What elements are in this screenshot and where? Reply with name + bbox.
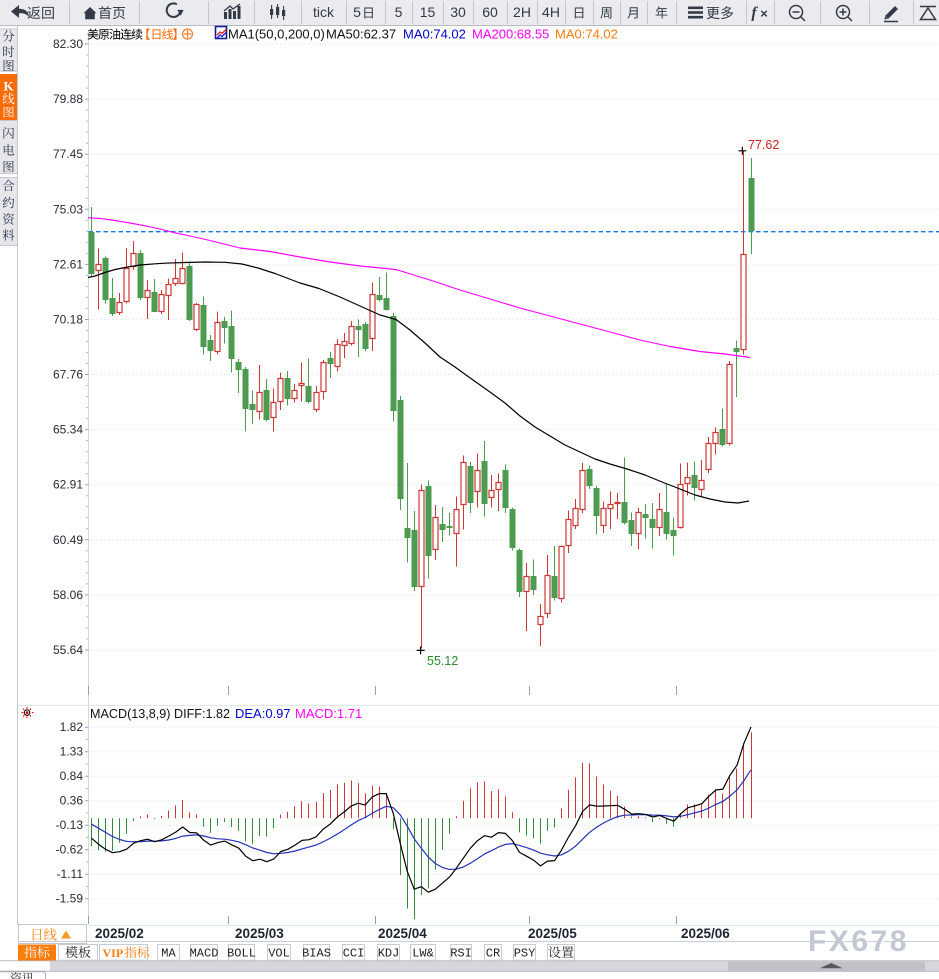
- svg-text:LW&: LW&: [412, 947, 434, 961]
- svg-text:-0.13: -0.13: [56, 818, 84, 832]
- svg-text:2025/02: 2025/02: [95, 926, 144, 941]
- svg-text:KDJ: KDJ: [378, 947, 400, 961]
- svg-text:VIP: VIP: [103, 946, 124, 960]
- svg-text:MA: MA: [161, 947, 176, 961]
- svg-text:FX678: FX678: [810, 927, 911, 960]
- svg-text:30: 30: [450, 4, 466, 20]
- svg-text:MACD:1.71: MACD:1.71: [295, 706, 362, 721]
- svg-text:2025/03: 2025/03: [235, 926, 284, 941]
- svg-text:MACD: MACD: [190, 947, 219, 961]
- svg-text:2025/06: 2025/06: [681, 926, 730, 941]
- svg-text:82.30: 82.30: [53, 37, 83, 51]
- svg-text:MACD(13,8,9) DIFF:1.82: MACD(13,8,9) DIFF:1.82: [90, 707, 230, 721]
- svg-text:0.84: 0.84: [60, 769, 84, 783]
- svg-text:2H: 2H: [513, 4, 531, 20]
- svg-text:MA0:74.02: MA0:74.02: [403, 27, 466, 42]
- svg-text:MA0:74.02: MA0:74.02: [555, 27, 618, 42]
- svg-text:4H: 4H: [542, 4, 560, 20]
- svg-text:77.45: 77.45: [53, 147, 83, 161]
- svg-text:67.76: 67.76: [53, 368, 83, 382]
- svg-text:FX678: FX678: [808, 925, 909, 958]
- svg-text:55.12: 55.12: [427, 654, 458, 668]
- svg-text:MA200:68.55: MA200:68.55: [472, 27, 549, 42]
- svg-text:70.18: 70.18: [53, 313, 83, 327]
- svg-text:79.88: 79.88: [53, 92, 83, 106]
- svg-text:1.82: 1.82: [60, 720, 84, 734]
- svg-text:RSI: RSI: [450, 947, 472, 961]
- svg-text:CCI: CCI: [343, 947, 365, 961]
- svg-text:×: ×: [760, 6, 768, 21]
- svg-text:BOLL: BOLL: [227, 947, 256, 961]
- svg-text:2025/05: 2025/05: [528, 926, 577, 941]
- svg-text:77.62: 77.62: [748, 138, 779, 152]
- svg-text:MA1(50,0,200,0): MA1(50,0,200,0): [228, 27, 325, 42]
- svg-text:60: 60: [482, 4, 498, 20]
- svg-text:65.34: 65.34: [53, 423, 83, 437]
- svg-text:VOL: VOL: [268, 947, 290, 961]
- svg-text:60.49: 60.49: [53, 533, 83, 547]
- svg-text:BIAS: BIAS: [302, 947, 331, 961]
- svg-text:tick: tick: [313, 4, 335, 20]
- svg-text:1.33: 1.33: [60, 745, 84, 759]
- svg-text:f: f: [751, 5, 758, 22]
- svg-text:75.03: 75.03: [53, 202, 83, 216]
- svg-text:72.61: 72.61: [53, 257, 83, 271]
- svg-text:5: 5: [353, 4, 361, 20]
- svg-text:2025/04: 2025/04: [378, 926, 427, 941]
- svg-text:0.36: 0.36: [60, 794, 84, 808]
- svg-text:CR: CR: [486, 947, 500, 961]
- svg-text:DEA:0.97: DEA:0.97: [235, 706, 291, 721]
- svg-text:55.64: 55.64: [53, 643, 83, 657]
- svg-text:58.06: 58.06: [53, 588, 83, 602]
- svg-text:MA50:62.37: MA50:62.37: [326, 27, 396, 42]
- svg-text:62.91: 62.91: [53, 478, 83, 492]
- svg-text:K: K: [3, 79, 14, 94]
- svg-text:PSY: PSY: [514, 947, 536, 961]
- svg-text:-1.11: -1.11: [57, 867, 84, 881]
- svg-text:15: 15: [420, 4, 436, 20]
- svg-text:-1.59: -1.59: [56, 892, 84, 906]
- svg-text:-0.62: -0.62: [56, 843, 84, 857]
- svg-text:5: 5: [395, 4, 403, 20]
